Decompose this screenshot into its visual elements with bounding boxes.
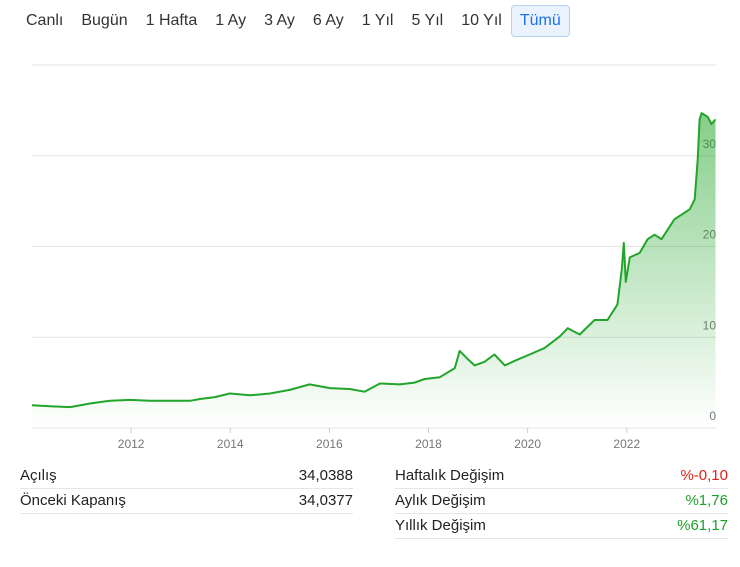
- area: [32, 113, 716, 428]
- range-tab[interactable]: 5 Yıl: [411, 12, 444, 29]
- range-tabs: Canlı Bugün 1 Hafta 1 Ay 3 Ay 6 Ay 1 Yıl 5 Yıl 1…: [17, 5, 570, 37]
- x-tick-label: 2022: [613, 437, 640, 451]
- stat-label: Önceki Kapanış: [20, 492, 126, 509]
- range-tab[interactable]: 1 Ay: [215, 12, 247, 29]
- range-tab[interactable]: Tümü: [510, 5, 570, 37]
- range-tab[interactable]: 1 Hafta: [145, 12, 198, 29]
- stat-row: Önceki Kapanış 34,0377: [20, 489, 353, 514]
- stat-row: Haftalık Değişim %-0,10: [395, 464, 728, 489]
- stat-row: Aylık Değişim %1,76: [395, 489, 728, 514]
- line: [31, 112, 717, 409]
- stat-value: 34,0377: [298, 492, 353, 509]
- range-tab[interactable]: 1 Yıl: [361, 12, 394, 29]
- x-tick-label: 2018: [415, 437, 442, 451]
- stats-left: Açılış 34,0388 Önceki Kapanış 34,0377: [20, 464, 353, 514]
- range-tab[interactable]: Bugün: [81, 12, 128, 29]
- x-tick-label: 2020: [514, 437, 541, 451]
- stat-label: Açılış: [20, 467, 57, 484]
- stat-row: Açılış 34,0388: [20, 464, 353, 489]
- stats-right: Haftalık Değişim %-0,10 Aylık Değişim %1,76…: [395, 464, 728, 539]
- stat-value: %61,17: [677, 517, 728, 534]
- range-tab[interactable]: 10 Yıl: [461, 12, 502, 29]
- x-tick-label: 2012: [118, 437, 145, 451]
- stat-row: Yıllık Değişim %61,17: [395, 514, 728, 539]
- stat-value: 34,0388: [298, 467, 353, 484]
- stat-label: Yıllık Değişim: [395, 517, 486, 534]
- stat-label: Aylık Değişim: [395, 492, 486, 509]
- stat-value: %-0,10: [680, 467, 728, 484]
- stat-label: Haftalık Değişim: [395, 467, 505, 484]
- range-tab[interactable]: 6 Ay: [312, 12, 344, 29]
- range-tab[interactable]: 3 Ay: [264, 12, 295, 29]
- x-tick-label: 2016: [316, 437, 343, 451]
- x-tick-label: 2014: [217, 437, 244, 451]
- stat-value: %1,76: [685, 492, 728, 509]
- range-tab[interactable]: Canlı: [26, 12, 64, 29]
